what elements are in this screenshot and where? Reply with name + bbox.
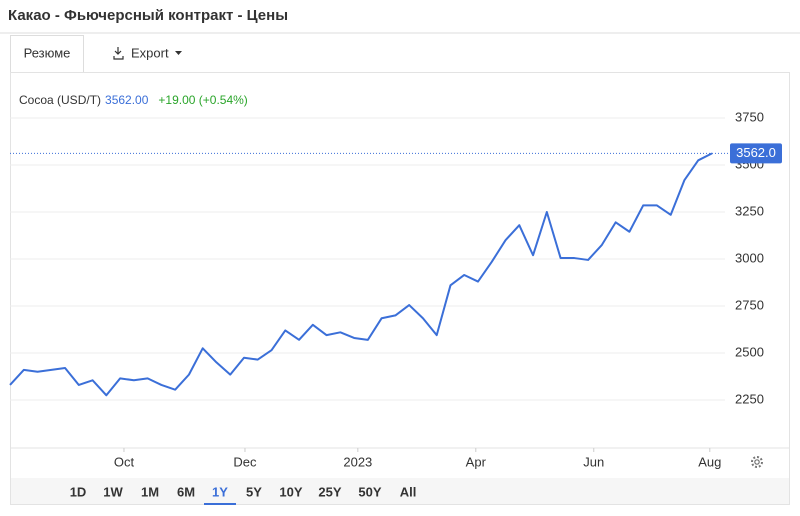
x-tick-label: Oct (114, 454, 135, 469)
range-button[interactable]: 5Y (246, 484, 262, 499)
dropdown-arrow[interactable] (175, 51, 182, 55)
export-icon[interactable] (113, 47, 124, 60)
legend-name: Cocoa (USD/T) (19, 93, 101, 107)
x-tick-label: Apr (466, 454, 487, 469)
settings-icon[interactable] (751, 456, 763, 468)
y-tick-label: 3750 (735, 109, 764, 124)
x-tick-label: Dec (233, 454, 257, 469)
tab[interactable]: Резюме (24, 45, 71, 60)
range-button[interactable]: 1W (103, 484, 123, 499)
legend-price: 3562.00 (105, 93, 149, 107)
y-tick-label: 2500 (735, 344, 764, 359)
price-line (9, 152, 713, 397)
x-tick-label: Jun (583, 454, 604, 469)
price-tag-label: 3562.0 (736, 145, 776, 160)
tab[interactable]: Export (131, 45, 169, 60)
range-button[interactable]: 6M (177, 484, 195, 499)
x-tick-label: Aug (698, 454, 721, 469)
range-button[interactable]: 25Y (318, 484, 341, 499)
x-tick-label: 2023 (343, 454, 372, 469)
y-tick-label: 2250 (735, 391, 764, 406)
range-button[interactable]: 50Y (358, 484, 381, 499)
legend-change: +19.00 (+0.54%) (158, 93, 247, 107)
range-button[interactable]: 1D (70, 484, 87, 499)
range-button[interactable]: 1Y (212, 484, 228, 499)
y-tick-label: 3000 (735, 250, 764, 265)
page-title: Какао - Фьючерсный контракт - Цены (8, 7, 288, 24)
y-tick-label: 2750 (735, 297, 764, 312)
range-button[interactable]: All (400, 484, 417, 499)
price-tag (730, 143, 782, 164)
range-bar (11, 478, 789, 504)
range-button[interactable]: 10Y (279, 484, 302, 499)
legend: Cocoa (USD/T) 3562.00 +19.00 (+0.54%) (19, 93, 248, 107)
range-button[interactable]: 1M (141, 484, 159, 499)
y-tick-label: 3250 (735, 203, 764, 218)
chart-panel (10, 72, 790, 505)
